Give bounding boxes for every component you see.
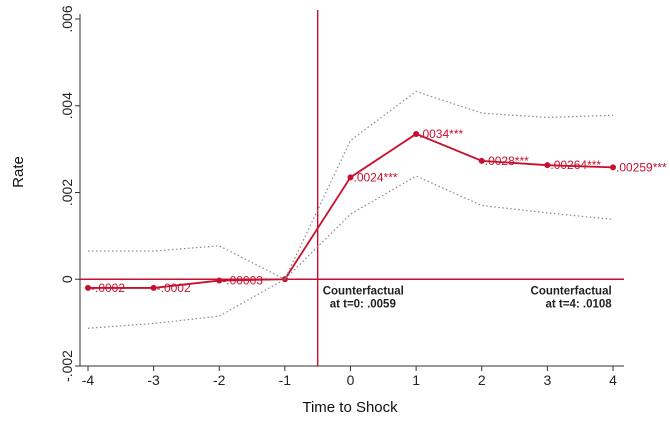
estimate-point	[610, 164, 616, 171]
estimate-point	[413, 130, 420, 137]
estimate-point	[478, 157, 485, 164]
y-tick-label: -.002	[59, 350, 75, 382]
counterfactual-annotation: Counterfactual	[531, 285, 612, 297]
x-tick-label: -4	[82, 372, 95, 388]
estimate-point	[347, 174, 354, 181]
upper-ci-line	[88, 90, 614, 281]
estimate-point-label: .00264***	[550, 158, 601, 172]
x-tick-label: -3	[147, 372, 160, 388]
x-tick-label: -2	[213, 372, 226, 388]
y-tick-label: .006	[59, 5, 75, 32]
y-tick-label: .002	[59, 179, 75, 206]
x-tick-label: 2	[478, 372, 486, 388]
x-axis-title: Time to Shock	[302, 399, 398, 416]
counterfactual-annotation: at t=0: .0059	[330, 298, 396, 310]
counterfactual-annotation: at t=4: .0108	[546, 298, 613, 310]
estimate-point	[544, 162, 551, 169]
estimate-point	[85, 284, 91, 291]
estimate-point-label: .0028***	[485, 154, 529, 168]
estimate-point-label: .00259***	[616, 160, 667, 174]
x-tick-label: 3	[543, 372, 551, 388]
x-tick-label: -1	[279, 372, 292, 388]
estimate-point-label: -.0002	[157, 281, 191, 295]
x-tick-label: 4	[609, 372, 617, 388]
estimate-point-label: -.0002	[91, 281, 125, 295]
estimate-point	[150, 284, 157, 291]
estimate-point	[216, 277, 223, 284]
estimate-point-label: .0034***	[419, 127, 463, 141]
y-tick-label: .004	[59, 92, 75, 119]
y-tick-label: 0	[59, 275, 75, 283]
x-tick-label: 0	[347, 372, 355, 388]
estimate-point-label: .0024***	[354, 170, 398, 184]
estimate-point-label: -.00003	[222, 274, 263, 288]
x-tick-label: 1	[412, 372, 420, 388]
counterfactual-annotation: Counterfactual	[323, 285, 404, 297]
y-axis-title: Rate	[10, 156, 27, 188]
